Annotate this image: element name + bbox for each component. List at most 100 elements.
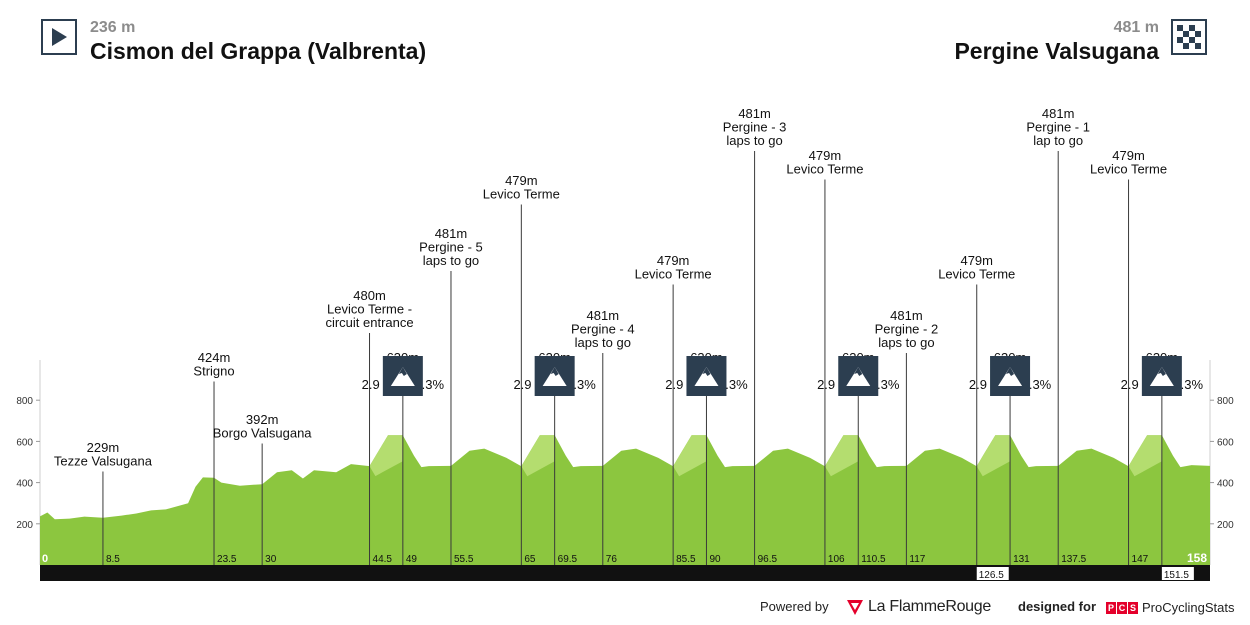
mountain-snow bbox=[1157, 367, 1166, 376]
bar-label-bg bbox=[976, 567, 1009, 580]
waypoint-label-line: Pergine - 4 bbox=[571, 322, 635, 337]
procyclingstats-logo: P C S ProCyclingStats bbox=[1106, 600, 1234, 615]
pcs-badge-letter: P bbox=[1106, 601, 1116, 614]
distance-tick-label: 76 bbox=[606, 554, 618, 565]
start-elevation: 236 m bbox=[90, 19, 136, 36]
waypoint-label-line: Levico Terme bbox=[635, 267, 712, 282]
waypoint-label-line: 479m bbox=[505, 173, 538, 188]
finish-location: Pergine Valsugana bbox=[954, 38, 1159, 64]
mountain-icon bbox=[998, 367, 1023, 386]
mountain-snow bbox=[550, 367, 559, 376]
climb-highlights bbox=[369, 435, 1162, 477]
waypoint-label-line: Tezze Valsugana bbox=[54, 454, 153, 469]
waypoint-label-line: lap to go bbox=[1033, 133, 1083, 148]
distance-tick-label: 137.5 bbox=[1061, 554, 1086, 565]
waypoint-label-line: laps to go bbox=[726, 133, 782, 148]
waypoint-label-line: Strigno bbox=[193, 364, 234, 379]
distance-tick-label: 117 bbox=[909, 554, 925, 565]
distance-tick-label: 30 bbox=[265, 554, 277, 565]
finish-elevation: 481 m bbox=[1113, 19, 1159, 36]
waypoint-label-line: circuit entrance bbox=[325, 315, 413, 330]
waypoint-label-line: 424m bbox=[198, 350, 231, 365]
y-tick-label-right: 200 bbox=[1217, 520, 1234, 531]
waypoint-label-line: 479m bbox=[1112, 148, 1145, 163]
climb-segment bbox=[369, 435, 403, 477]
distance-tick-label: 96.5 bbox=[758, 554, 778, 565]
y-tick-label-right: 600 bbox=[1217, 437, 1234, 448]
mountain-snow bbox=[854, 367, 863, 376]
waypoint-label-line: Pergine - 5 bbox=[419, 240, 483, 255]
mountain-icon bbox=[694, 367, 719, 386]
waypoint-label-line: Pergine - 3 bbox=[723, 120, 787, 135]
distance-end-label: 158 bbox=[1187, 551, 1207, 565]
distance-tick-label: 110.5 bbox=[861, 554, 886, 565]
waypoint-label-line: laps to go bbox=[575, 335, 631, 350]
bar-distance-label: 126.5 bbox=[979, 570, 1004, 581]
distance-tick-label: 49 bbox=[406, 554, 418, 565]
y-tick-label-left: 600 bbox=[16, 437, 33, 448]
waypoint-label-line: 480m bbox=[353, 288, 386, 303]
climb-segment bbox=[976, 435, 1011, 477]
mountain-snow bbox=[1006, 367, 1015, 376]
mountain-snow bbox=[398, 367, 407, 376]
waypoint-label-line: laps to go bbox=[878, 335, 934, 350]
distance-tick-label: 55.5 bbox=[454, 554, 474, 565]
profile-area bbox=[40, 435, 1210, 565]
waypoint-label-line: Levico Terme bbox=[786, 162, 863, 177]
climb-segment bbox=[1128, 435, 1162, 477]
pcs-badge-letter: C bbox=[1117, 601, 1127, 614]
mountain-icon bbox=[846, 367, 871, 386]
waypoint-label-line: 479m bbox=[960, 253, 993, 268]
distance-tick-label: 69.5 bbox=[558, 554, 578, 565]
procyclingstats-text: ProCyclingStats bbox=[1142, 600, 1235, 615]
waypoint-label-line: 479m bbox=[809, 148, 842, 163]
waypoint-label-line: Pergine - 2 bbox=[875, 322, 939, 337]
waypoint-label-line: Levico Terme bbox=[483, 187, 560, 202]
pcs-badge-letter: S bbox=[1128, 601, 1138, 614]
waypoint-label-line: 481m bbox=[1042, 106, 1075, 121]
bar-label-bg bbox=[1161, 567, 1194, 580]
mountain-icon bbox=[542, 367, 567, 386]
distance-tick-label: 85.5 bbox=[676, 554, 696, 565]
climb-segment bbox=[521, 435, 555, 477]
start-location: Cismon del Grappa (Valbrenta) bbox=[90, 38, 427, 64]
waypoint-label-line: 229m bbox=[87, 440, 120, 455]
mountain-icon bbox=[1149, 367, 1174, 386]
waypoint-label-line: 392m bbox=[246, 412, 279, 427]
distance-tick-label: 147 bbox=[1132, 554, 1149, 565]
distance-tick-label: 90 bbox=[709, 554, 721, 565]
finish-flag-icon bbox=[1171, 19, 1207, 55]
powered-by-text: Powered by bbox=[760, 599, 829, 614]
distance-tick-label: 23.5 bbox=[217, 554, 237, 565]
waypoint-label-line: Borgo Valsugana bbox=[213, 426, 313, 441]
distance-tick-label: 44.5 bbox=[373, 554, 393, 565]
designed-for-text: designed for bbox=[1018, 599, 1097, 614]
flamme-rouge-icon bbox=[847, 600, 863, 615]
distance-start-label: 0 bbox=[42, 553, 48, 565]
flamme-rouge-text: La FlammeRouge bbox=[868, 598, 991, 615]
bar-distance-label: 151.5 bbox=[1164, 570, 1189, 581]
y-tick-label-right: 400 bbox=[1217, 479, 1234, 490]
waypoint-label-line: 479m bbox=[657, 253, 690, 268]
waypoint-label-line: 481m bbox=[738, 106, 771, 121]
mountain-icon bbox=[390, 367, 415, 386]
start-flag-icon bbox=[41, 19, 77, 55]
distance-tick-label: 106 bbox=[828, 554, 845, 565]
waypoint-label-line: Levico Terme bbox=[1090, 162, 1167, 177]
waypoint-label-line: 481m bbox=[587, 308, 620, 323]
y-tick-label-left: 200 bbox=[16, 520, 33, 531]
waypoint-lines bbox=[102, 151, 1163, 565]
waypoint-label-line: laps to go bbox=[423, 253, 479, 268]
mountain-snow bbox=[702, 367, 711, 376]
distance-tick-label: 131 bbox=[1013, 554, 1030, 565]
y-tick-label-left: 800 bbox=[16, 396, 33, 407]
waypoint-label-line: Levico Terme - bbox=[327, 302, 412, 317]
distance-tick-label: 65 bbox=[524, 554, 536, 565]
y-tick-label-left: 400 bbox=[16, 479, 33, 490]
waypoint-label-line: Levico Terme bbox=[938, 267, 1015, 282]
climb-segment bbox=[824, 435, 859, 477]
waypoint-label-line: 481m bbox=[435, 226, 468, 241]
waypoint-label-line: 481m bbox=[890, 308, 923, 323]
